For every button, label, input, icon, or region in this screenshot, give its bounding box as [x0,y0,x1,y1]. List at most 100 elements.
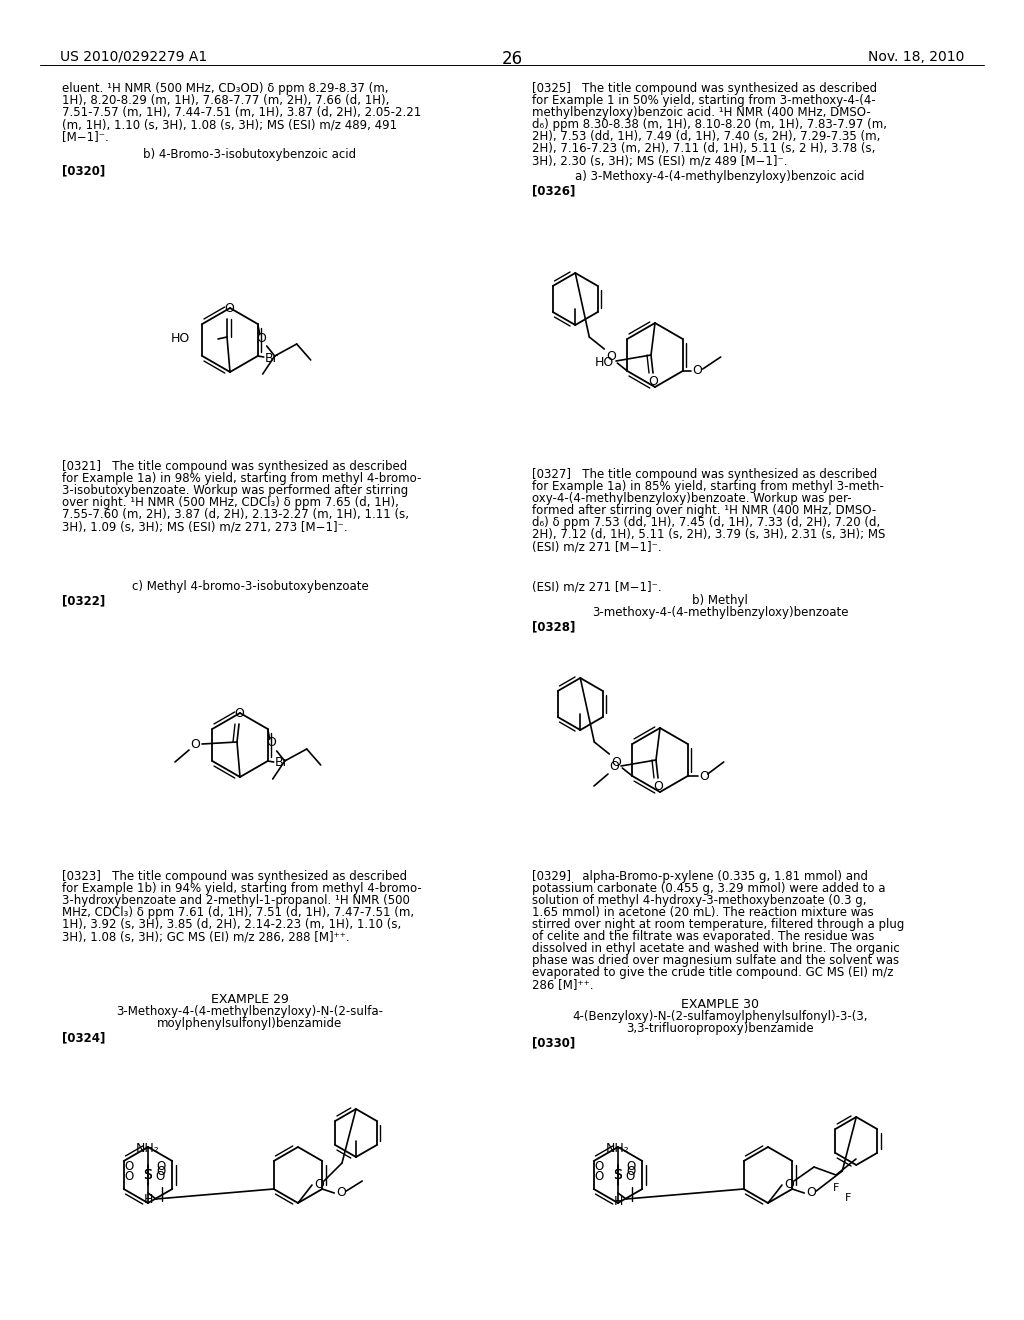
Text: Br: Br [265,351,279,364]
Text: O: O [595,1160,604,1173]
Text: HO: HO [595,355,614,368]
Text: O: O [648,375,658,388]
Text: O: O [653,780,663,793]
Text: [0325]   The title compound was synthesized as described: [0325] The title compound was synthesize… [532,82,878,95]
Text: S: S [613,1168,623,1181]
Text: O: O [125,1160,134,1173]
Text: d₆) ppm 8.30-8.38 (m, 1H), 8.10-8.20 (m, 1H), 7.83-7.97 (m,: d₆) ppm 8.30-8.38 (m, 1H), 8.10-8.20 (m,… [532,117,887,131]
Text: [0326]: [0326] [532,183,575,197]
Text: 3H), 2.30 (s, 3H); MS (ESI) m/z 489 [M−1]⁻.: 3H), 2.30 (s, 3H); MS (ESI) m/z 489 [M−1… [532,154,787,168]
Text: O: O [626,1166,635,1177]
Text: HO: HO [171,333,190,346]
Text: 2H), 7.16-7.23 (m, 2H), 7.11 (d, 1H), 5.11 (s, 2 H), 3.78 (s,: 2H), 7.16-7.23 (m, 2H), 7.11 (d, 1H), 5.… [532,143,876,154]
Text: methylbenzyloxy)benzoic acid. ¹H NMR (400 MHz, DMSO-: methylbenzyloxy)benzoic acid. ¹H NMR (40… [532,106,870,119]
Text: (m, 1H), 1.10 (s, 3H), 1.08 (s, 3H); MS (ESI) m/z 489, 491: (m, 1H), 1.10 (s, 3H), 1.08 (s, 3H); MS … [62,117,397,131]
Text: a) 3-Methoxy-4-(4-methylbenzyloxy)benzoic acid: a) 3-Methoxy-4-(4-methylbenzyloxy)benzoi… [575,170,864,183]
Text: 2H), 7.12 (d, 1H), 5.11 (s, 2H), 3.79 (s, 3H), 2.31 (s, 3H); MS: 2H), 7.12 (d, 1H), 5.11 (s, 2H), 3.79 (s… [532,528,886,541]
Text: S: S [613,1168,623,1181]
Text: O: O [190,738,200,751]
Text: 4-(Benzyloxy)-N-(2-sulfamoylphenylsulfonyl)-3-(3,: 4-(Benzyloxy)-N-(2-sulfamoylphenylsulfon… [572,1010,867,1023]
Text: Nov. 18, 2010: Nov. 18, 2010 [867,50,964,63]
Text: [0320]: [0320] [62,164,105,177]
Text: O: O [806,1187,816,1200]
Text: O: O [606,351,616,363]
Text: (ESI) m/z 271 [M−1]⁻.: (ESI) m/z 271 [M−1]⁻. [532,540,662,553]
Text: O: O [626,1170,635,1183]
Text: O: O [156,1166,165,1177]
Text: 26: 26 [502,50,522,69]
Text: NH₂: NH₂ [136,1142,160,1155]
Text: 1H), 8.20-8.29 (m, 1H), 7.68-7.77 (m, 2H), 7.66 (d, 1H),: 1H), 8.20-8.29 (m, 1H), 7.68-7.77 (m, 2H… [62,94,389,107]
Text: for Example 1b) in 94% yield, starting from methyl 4-bromo-: for Example 1b) in 94% yield, starting f… [62,882,422,895]
Text: dissolved in ethyl acetate and washed with brine. The organic: dissolved in ethyl acetate and washed wi… [532,942,900,954]
Text: MHz, CDCl₃) δ ppm 7.61 (d, 1H), 7.51 (d, 1H), 7.47-7.51 (m,: MHz, CDCl₃) δ ppm 7.61 (d, 1H), 7.51 (d,… [62,906,414,919]
Text: 2H), 7.53 (dd, 1H), 7.49 (d, 1H), 7.40 (s, 2H), 7.29-7.35 (m,: 2H), 7.53 (dd, 1H), 7.49 (d, 1H), 7.40 (… [532,129,881,143]
Text: [0324]: [0324] [62,1031,105,1044]
Text: O: O [611,755,622,768]
Text: 3H), 1.09 (s, 3H); MS (ESI) m/z 271, 273 [M−1]⁻.: 3H), 1.09 (s, 3H); MS (ESI) m/z 271, 273… [62,520,347,533]
Text: for Example 1a) in 85% yield, starting from methyl 3-meth-: for Example 1a) in 85% yield, starting f… [532,480,884,492]
Text: of celite and the filtrate was evaporated. The residue was: of celite and the filtrate was evaporate… [532,931,874,942]
Text: O: O [266,737,275,750]
Text: O: O [626,1160,635,1173]
Text: O: O [224,302,233,315]
Text: phase was dried over magnesium sulfate and the solvent was: phase was dried over magnesium sulfate a… [532,954,899,968]
Text: F: F [845,1193,851,1203]
Text: for Example 1 in 50% yield, starting from 3-methoxy-4-(4-: for Example 1 in 50% yield, starting fro… [532,94,876,107]
Text: eluent. ¹H NMR (500 MHz, CD₃OD) δ ppm 8.29-8.37 (m,: eluent. ¹H NMR (500 MHz, CD₃OD) δ ppm 8.… [62,82,388,95]
Text: O: O [314,1179,324,1192]
Text: S: S [143,1168,153,1181]
Text: moylphenylsulfonyl)benzamide: moylphenylsulfonyl)benzamide [158,1016,343,1030]
Text: O: O [595,1171,604,1184]
Text: O: O [336,1187,346,1200]
Text: solution of methyl 4-hydroxy-3-methoxybenzoate (0.3 g,: solution of methyl 4-hydroxy-3-methoxybe… [532,894,866,907]
Text: 3,3-trifluoropropoxy)benzamide: 3,3-trifluoropropoxy)benzamide [627,1022,814,1035]
Text: for Example 1a) in 98% yield, starting from methyl 4-bromo-: for Example 1a) in 98% yield, starting f… [62,473,421,484]
Text: 3H), 1.08 (s, 3H); GC MS (EI) m/z 286, 288 [M]⁺⁺.: 3H), 1.08 (s, 3H); GC MS (EI) m/z 286, 2… [62,931,349,942]
Text: 7.55-7.60 (m, 2H), 3.87 (d, 2H), 2.13-2.27 (m, 1H), 1.11 (s,: 7.55-7.60 (m, 2H), 3.87 (d, 2H), 2.13-2.… [62,508,409,521]
Text: O: O [609,760,618,774]
Text: EXAMPLE 30: EXAMPLE 30 [681,998,759,1011]
Text: 1H), 3.92 (s, 3H), 3.85 (d, 2H), 2.14-2.23 (m, 1H), 1.10 (s,: 1H), 3.92 (s, 3H), 3.85 (d, 2H), 2.14-2.… [62,917,401,931]
Text: 3-Methoxy-4-(4-methylbenzyloxy)-N-(2-sulfa-: 3-Methoxy-4-(4-methylbenzyloxy)-N-(2-sul… [117,1005,384,1018]
Text: [0328]: [0328] [532,620,575,634]
Text: (ESI) m/z 271 [M−1]⁻.: (ESI) m/z 271 [M−1]⁻. [532,579,662,593]
Text: 7.51-7.57 (m, 1H), 7.44-7.51 (m, 1H), 3.87 (d, 2H), 2.05-2.21: 7.51-7.57 (m, 1H), 7.44-7.51 (m, 1H), 3.… [62,106,421,119]
Text: O: O [699,770,710,783]
Text: [0323]   The title compound was synthesized as described: [0323] The title compound was synthesize… [62,870,408,883]
Text: O: O [125,1171,134,1184]
Text: EXAMPLE 29: EXAMPLE 29 [211,993,289,1006]
Text: evaporated to give the crude title compound. GC MS (EI) m/z: evaporated to give the crude title compo… [532,966,894,979]
Text: 3-hydroxybenzoate and 2-methyl-1-propanol. ¹H NMR (500: 3-hydroxybenzoate and 2-methyl-1-propano… [62,894,410,907]
Text: potassium carbonate (0.455 g, 3.29 mmol) were added to a: potassium carbonate (0.455 g, 3.29 mmol)… [532,882,886,895]
Text: F: F [833,1183,840,1193]
Text: [M−1]⁻.: [M−1]⁻. [62,129,109,143]
Text: US 2010/0292279 A1: US 2010/0292279 A1 [60,50,207,63]
Text: oxy-4-(4-methylbenzyloxy)benzoate. Workup was per-: oxy-4-(4-methylbenzyloxy)benzoate. Worku… [532,492,852,506]
Text: O: O [234,708,244,719]
Text: [0322]: [0322] [62,594,105,607]
Text: b) Methyl: b) Methyl [692,594,748,607]
Text: b) 4-Bromo-3-isobutoxybenzoic acid: b) 4-Bromo-3-isobutoxybenzoic acid [143,148,356,161]
Text: [0327]   The title compound was synthesized as described: [0327] The title compound was synthesize… [532,469,878,480]
Text: H: H [613,1195,623,1208]
Text: stirred over night at room temperature, filtered through a plug: stirred over night at room temperature, … [532,917,904,931]
Text: S: S [143,1168,153,1181]
Text: 3-isobutoxybenzoate. Workup was performed after stirring: 3-isobutoxybenzoate. Workup was performe… [62,484,409,498]
Text: NH₂: NH₂ [606,1142,630,1155]
Text: Br: Br [274,756,289,770]
Text: over night. ¹H NMR (500 MHz, CDCl₃) δ ppm 7.65 (d, 1H),: over night. ¹H NMR (500 MHz, CDCl₃) δ pp… [62,496,399,510]
Text: d₆) δ ppm 7.53 (dd, 1H), 7.45 (d, 1H), 7.33 (d, 2H), 7.20 (d,: d₆) δ ppm 7.53 (dd, 1H), 7.45 (d, 1H), 7… [532,516,881,529]
Text: O: O [692,364,702,378]
Text: [0321]   The title compound was synthesized as described: [0321] The title compound was synthesize… [62,459,408,473]
Text: formed after stirring over night. ¹H NMR (400 MHz, DMSO-: formed after stirring over night. ¹H NMR… [532,504,877,517]
Text: c) Methyl 4-bromo-3-isobutoxybenzoate: c) Methyl 4-bromo-3-isobutoxybenzoate [132,579,369,593]
Text: 1.65 mmol) in acetone (20 mL). The reaction mixture was: 1.65 mmol) in acetone (20 mL). The react… [532,906,873,919]
Text: O: O [784,1179,794,1192]
Text: [0330]: [0330] [532,1036,575,1049]
Text: O: O [156,1170,165,1183]
Text: H: H [143,1193,153,1206]
Text: [0329]   alpha-Bromo-p-xylene (0.335 g, 1.81 mmol) and: [0329] alpha-Bromo-p-xylene (0.335 g, 1.… [532,870,868,883]
Text: O: O [156,1160,165,1173]
Text: 3-methoxy-4-(4-methylbenzyloxy)benzoate: 3-methoxy-4-(4-methylbenzyloxy)benzoate [592,606,848,619]
